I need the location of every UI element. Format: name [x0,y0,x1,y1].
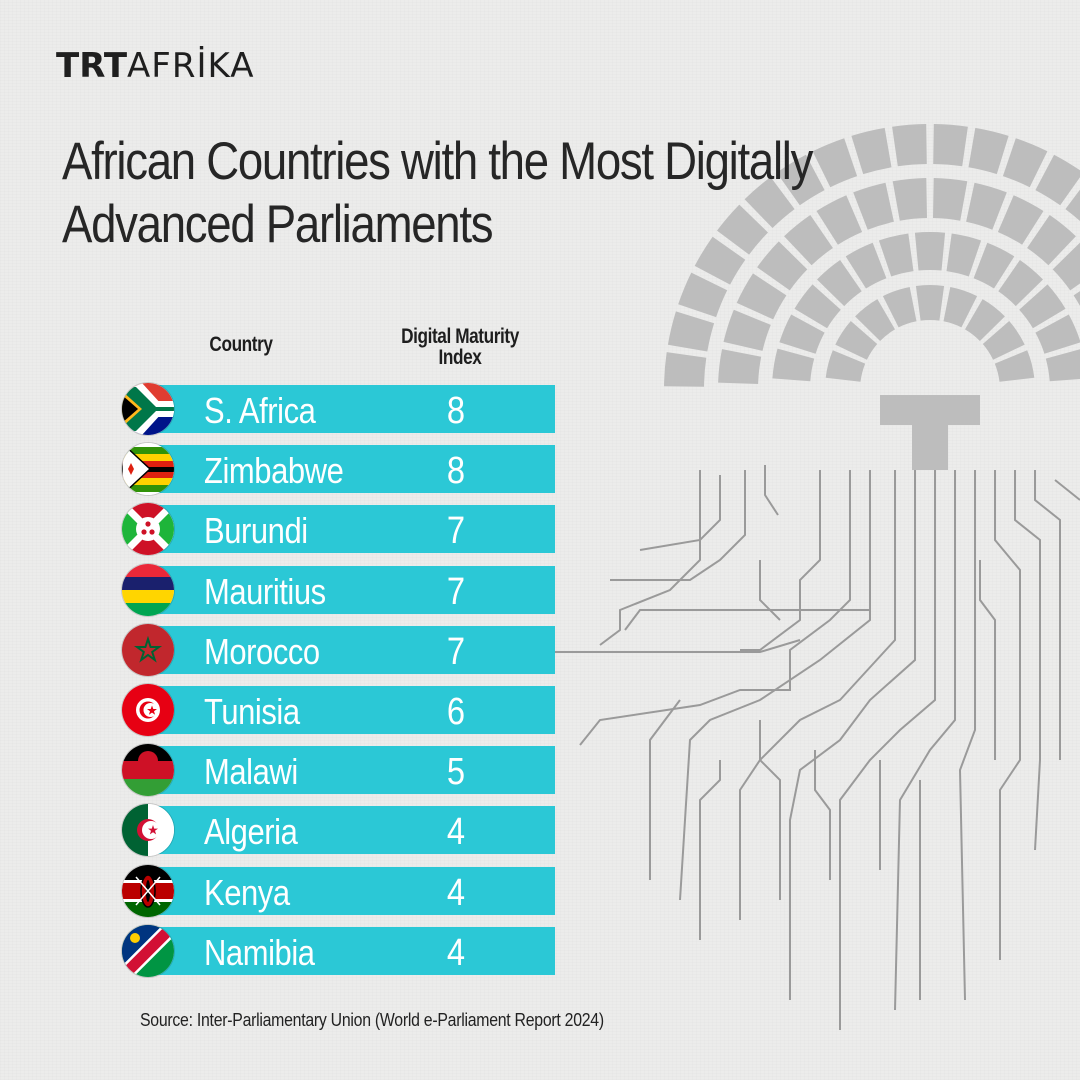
country-name: Morocco [204,630,320,672]
country-name: Tunisia [204,691,300,732]
table-row: Morocco 7 [122,623,555,676]
table-row: Zimbabwe 8 [122,443,555,496]
namibia-flag-icon [122,924,174,977]
south-africa-flag-icon [122,383,174,435]
brand-logo-part-a: TRT [56,46,128,86]
row-bar [150,565,555,614]
country-name: Zimbabwe [204,450,344,492]
table-row: Burundi 7 [122,503,555,556]
country-name: S. Africa [204,390,316,431]
row-bar [150,866,555,915]
index-value: 5 [446,751,466,794]
index-value: 8 [446,390,466,432]
index-value: 6 [446,691,466,733]
column-header-country: Country [209,333,273,356]
index-value: 7 [446,510,466,553]
tunisia-flag-icon [122,684,174,736]
country-name: Malawi [204,751,298,793]
brand-logo: TRTAFRİKA [56,46,254,86]
table-row: Namibia 4 [122,924,555,977]
table-row: Malawi 5 [122,744,555,797]
brand-logo-part-b: AFRİKA [127,46,255,86]
table-row: S. Africa 8 [122,383,555,435]
country-name: Kenya [204,871,290,913]
zimbabwe-flag-icon [122,443,174,496]
country-name: Burundi [204,510,308,552]
row-bar [150,625,555,674]
index-value: 4 [446,871,466,914]
row-bar [150,505,555,554]
table-row: Algeria 4 [122,804,555,857]
country-name: Algeria [204,811,298,853]
algeria-flag-icon [122,804,174,857]
row-bar [150,746,555,795]
index-value: 4 [446,811,466,854]
index-value: 7 [446,570,466,613]
row-bar [150,445,555,494]
kenya-flag-icon [122,864,174,917]
table-row: Mauritius 7 [122,563,555,616]
index-value: 8 [446,450,466,493]
page-title: African Countries with the Most Digitall… [62,132,813,254]
index-value: 4 [446,931,466,974]
index-value: 7 [446,630,466,673]
mauritius-flag-icon [122,563,174,616]
column-header-index: Digital Maturity Index [401,325,519,369]
malawi-flag-icon [122,744,174,797]
table-row: Tunisia 6 [122,684,555,736]
country-name: Mauritius [204,570,326,612]
row-bar [150,926,555,975]
country-name: Namibia [204,931,315,973]
table-row: Kenya 4 [122,864,555,917]
morocco-flag-icon [122,623,174,676]
source-note: Source: Inter-Parliamentary Union (World… [140,1010,604,1030]
burundi-flag-icon [122,503,174,556]
row-bar [150,806,555,855]
row-bar [150,686,555,734]
row-bar [150,385,555,433]
